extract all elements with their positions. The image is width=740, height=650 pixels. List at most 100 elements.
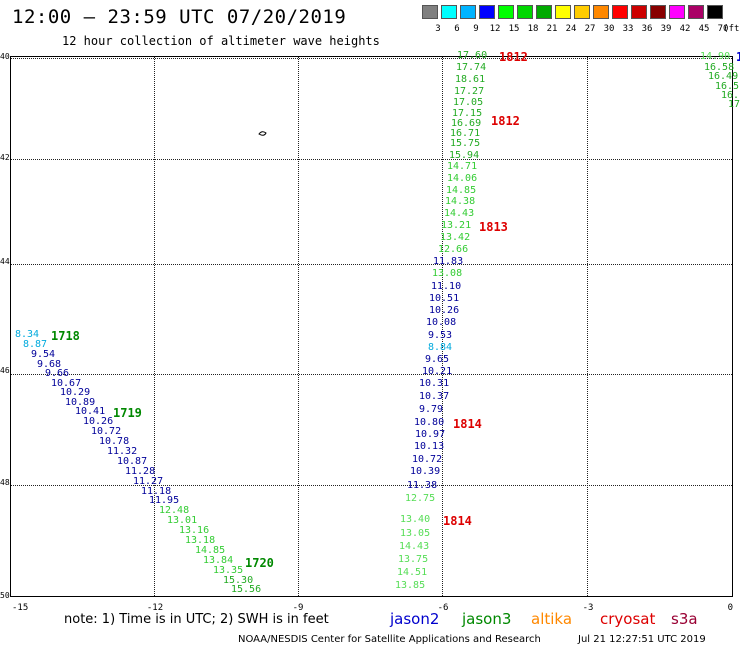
wave-height-reading: 13.35 bbox=[213, 565, 244, 576]
color-scale-swatch bbox=[631, 5, 647, 19]
latitude-tick-label: 44 bbox=[0, 257, 10, 266]
wave-height-reading: 16.71 bbox=[450, 128, 481, 139]
wave-height-reading: 10.29 bbox=[60, 387, 91, 398]
wave-height-reading: 10.89 bbox=[65, 397, 96, 408]
latitude-tick-label: 40 bbox=[0, 52, 10, 61]
wave-height-reading: 11.18 bbox=[141, 486, 172, 497]
color-scale-swatch bbox=[555, 5, 571, 19]
color-scale-swatch bbox=[669, 5, 685, 19]
wave-height-reading: 8.34 bbox=[15, 329, 40, 340]
credit-line: NOAA/NESDIS Center for Satellite Applica… bbox=[238, 634, 541, 645]
color-scale-swatch bbox=[422, 5, 438, 19]
latitude-tick-label: 42 bbox=[0, 153, 10, 162]
wave-height-reading: 17.74 bbox=[456, 62, 487, 73]
wave-height-reading: 12.48 bbox=[159, 505, 190, 516]
wave-height-reading: 10.31 bbox=[419, 378, 450, 389]
satellite-legend-entry: altika bbox=[531, 610, 573, 628]
color-scale-label: 33 bbox=[622, 24, 634, 34]
wave-height-reading: 9.68 bbox=[37, 359, 62, 370]
longitude-tick-label: -6 bbox=[437, 603, 449, 613]
wave-height-reading: 10.67 bbox=[51, 378, 82, 389]
wave-height-reading: 11.28 bbox=[125, 466, 156, 477]
wave-height-reading: 10.87 bbox=[117, 456, 148, 467]
wave-height-reading: 14.85 bbox=[195, 545, 226, 556]
map-plot-area: 8.34 8.87 9.54 9.68 9.66 10.67 10.29 10.89 10.41… bbox=[10, 50, 740, 597]
pass-time-label: 1813 bbox=[479, 220, 508, 234]
wave-height-reading: 8.87 bbox=[23, 339, 48, 350]
color-scale-swatch bbox=[593, 5, 609, 19]
wave-height-reading: 10.72 bbox=[412, 454, 443, 465]
latitude-gridline bbox=[11, 58, 732, 59]
color-scale-label: 27 bbox=[584, 24, 596, 34]
wave-height-reading: 9.79 bbox=[419, 404, 444, 415]
latitude-tick-label: 46 bbox=[0, 366, 10, 375]
latitude-gridline bbox=[11, 374, 732, 375]
color-scale-label: 70 bbox=[717, 24, 729, 34]
wave-height-reading: 14.71 bbox=[447, 161, 478, 172]
color-scale-label: 30 bbox=[603, 24, 615, 34]
wave-height-reading: 14.43 bbox=[444, 208, 475, 219]
wave-height-reading: 10.80 bbox=[414, 417, 445, 428]
map-subtitle: 12 hour collection of altimeter wave hei… bbox=[62, 34, 380, 48]
color-scale-label: 9 bbox=[473, 24, 479, 34]
pass-time-label: 1720 bbox=[245, 556, 274, 570]
wave-height-reading: 10.78 bbox=[99, 436, 130, 447]
wave-height-reading: 11.83 bbox=[433, 256, 464, 267]
color-scale-swatch bbox=[707, 5, 723, 19]
wave-height-reading: 10.37 bbox=[419, 391, 450, 402]
color-scale-label: 39 bbox=[660, 24, 672, 34]
color-scale-swatch bbox=[517, 5, 533, 19]
wave-height-reading: 10.26 bbox=[83, 416, 114, 427]
satellite-legend-entry: jason3 bbox=[462, 610, 512, 628]
longitude-gridline bbox=[442, 57, 443, 596]
wave-height-reading: 14.51 bbox=[397, 567, 428, 578]
longitude-gridline bbox=[154, 57, 155, 596]
wave-height-reading: 12.75 bbox=[405, 493, 436, 504]
wave-height-reading: 9.54 bbox=[31, 349, 56, 360]
color-scale-swatch bbox=[612, 5, 628, 19]
pass-time-label: 1719 bbox=[113, 406, 142, 420]
color-scale-swatch bbox=[650, 5, 666, 19]
color-scale-label: 36 bbox=[641, 24, 653, 34]
color-scale-label: 45 bbox=[698, 24, 710, 34]
wave-height-reading: 13.08 bbox=[432, 268, 463, 279]
color-scale-label: 18 bbox=[527, 24, 539, 34]
longitude-tick-label: -9 bbox=[292, 603, 304, 613]
wave-height-reading: 13.84 bbox=[203, 555, 234, 566]
color-scale-swatch bbox=[479, 5, 495, 19]
wave-height-reading: 11.10 bbox=[431, 281, 462, 292]
latitude-gridline bbox=[11, 485, 732, 486]
wave-height-reading: 14.06 bbox=[447, 173, 478, 184]
latitude-tick-label: 48 bbox=[0, 478, 10, 487]
wave-height-reading: 11.95 bbox=[149, 495, 180, 506]
generation-timestamp: Jul 21 12:27:51 UTC 2019 bbox=[578, 634, 706, 645]
color-scale-label: 12 bbox=[489, 24, 501, 34]
pass-time-label: 1812 bbox=[499, 50, 528, 64]
color-scale-label: 24 bbox=[565, 24, 577, 34]
color-scale-swatch bbox=[498, 5, 514, 19]
wave-height-reading: 10.08 bbox=[426, 317, 457, 328]
wave-height-reading: 11.38 bbox=[407, 480, 438, 491]
wave-height-reading: 13.18 bbox=[185, 535, 216, 546]
latitude-gridline bbox=[11, 264, 732, 265]
pass-time-label: 1718 bbox=[51, 329, 80, 343]
longitude-gridline bbox=[298, 57, 299, 596]
wave-height-reading: 18.61 bbox=[455, 74, 486, 85]
wave-height-reading: 10.51 bbox=[429, 293, 460, 304]
color-scale-swatch bbox=[536, 5, 552, 19]
wave-height-reading: 15.30 bbox=[223, 575, 254, 586]
wave-height-reading: 13.05 bbox=[400, 528, 431, 539]
wave-height-reading: 9.66 bbox=[45, 368, 70, 379]
color-scale-label: 6 bbox=[454, 24, 460, 34]
wave-height-reading: 13.42 bbox=[440, 232, 471, 243]
pass-time-label: 1814 bbox=[453, 417, 482, 431]
wave-height-reading: 10.41 bbox=[75, 406, 106, 417]
longitude-gridline bbox=[587, 57, 588, 596]
wave-height-reading: 14.90 bbox=[700, 51, 731, 62]
wave-height-reading: 13.40 bbox=[400, 514, 431, 525]
wave-height-reading: 14.85 bbox=[446, 185, 477, 196]
wave-height-reading: 10.13 bbox=[414, 441, 445, 452]
wave-height-reading: 12.66 bbox=[438, 244, 469, 255]
satellite-legend-entry: cryosat bbox=[600, 610, 656, 628]
color-scale-swatch bbox=[574, 5, 590, 19]
